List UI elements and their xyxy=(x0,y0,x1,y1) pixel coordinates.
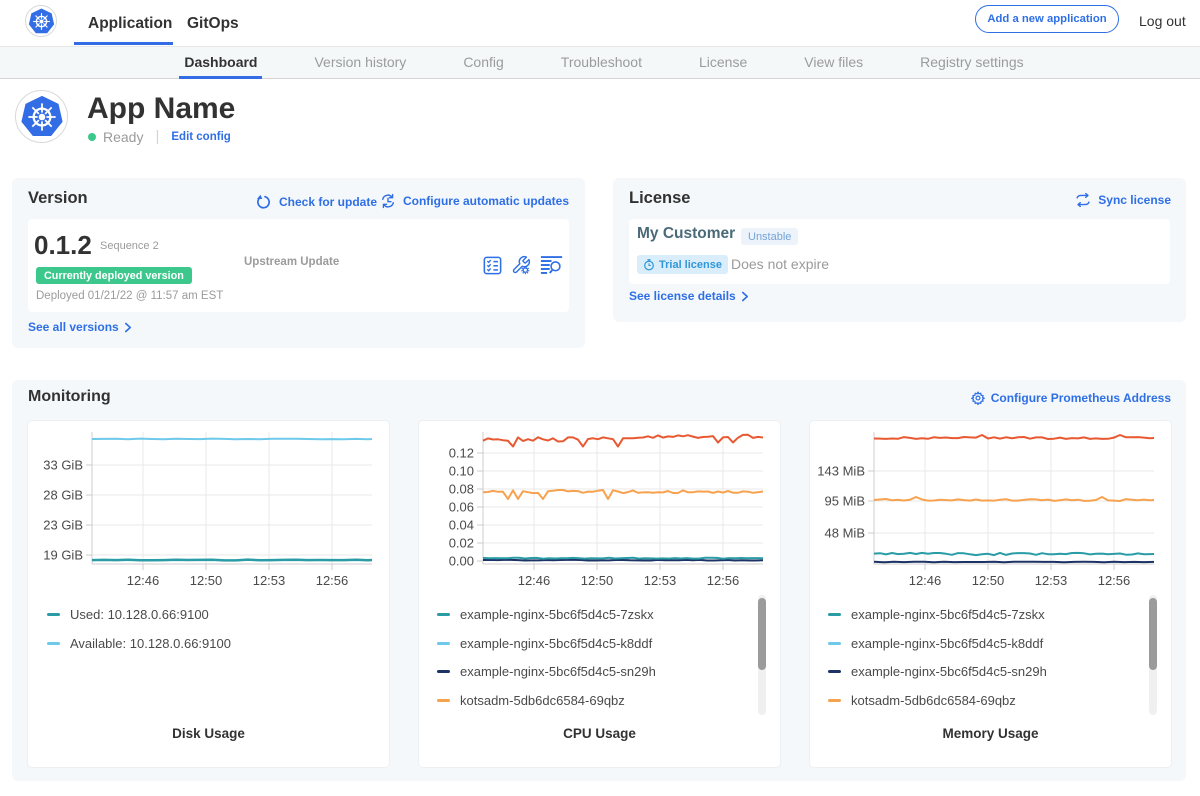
svg-text:95 MiB: 95 MiB xyxy=(825,494,865,509)
svg-text:28 GiB: 28 GiB xyxy=(43,488,83,503)
svg-text:12:46: 12:46 xyxy=(127,573,160,588)
svg-text:0.12: 0.12 xyxy=(449,446,474,461)
svg-text:12:53: 12:53 xyxy=(253,573,286,588)
svg-text:23 GiB: 23 GiB xyxy=(43,518,83,533)
svg-text:0.02: 0.02 xyxy=(449,536,474,551)
svg-text:12:56: 12:56 xyxy=(1098,573,1131,588)
svg-text:12:46: 12:46 xyxy=(518,573,551,588)
svg-text:12:50: 12:50 xyxy=(190,573,223,588)
svg-text:12:50: 12:50 xyxy=(581,573,614,588)
svg-text:0.06: 0.06 xyxy=(449,500,474,515)
svg-text:0.04: 0.04 xyxy=(449,518,474,533)
svg-text:0.08: 0.08 xyxy=(449,482,474,497)
svg-text:12:46: 12:46 xyxy=(909,573,942,588)
svg-text:12:53: 12:53 xyxy=(644,573,677,588)
svg-text:12:50: 12:50 xyxy=(972,573,1005,588)
svg-text:0.10: 0.10 xyxy=(449,464,474,479)
svg-text:48 MiB: 48 MiB xyxy=(825,526,865,541)
svg-text:12:56: 12:56 xyxy=(316,573,349,588)
svg-text:12:53: 12:53 xyxy=(1035,573,1068,588)
svg-text:19 GiB: 19 GiB xyxy=(43,548,83,563)
svg-text:0.00: 0.00 xyxy=(449,554,474,569)
svg-text:33 GiB: 33 GiB xyxy=(43,458,83,473)
svg-text:12:56: 12:56 xyxy=(707,573,740,588)
svg-text:143 MiB: 143 MiB xyxy=(817,464,865,479)
